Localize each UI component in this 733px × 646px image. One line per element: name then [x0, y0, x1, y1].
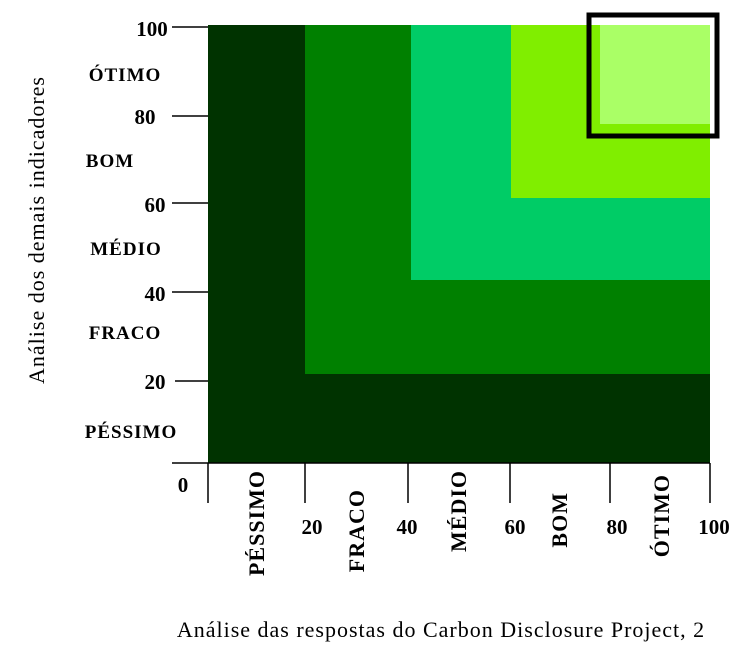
y-tick-label: 100 [136, 17, 168, 41]
x-axis-title: Análise das respostas do Carbon Disclosu… [177, 617, 705, 642]
y-tick-label: 40 [145, 282, 166, 306]
y-category-label: FRACO [89, 323, 162, 344]
x-category-label: FRACO [344, 489, 369, 572]
y-tick-label: 60 [145, 193, 166, 217]
y-category-label: PÉSSIMO [85, 421, 178, 443]
x-tick-label: 40 [397, 515, 418, 539]
y-category-label: BOM [86, 151, 134, 172]
zones [208, 25, 710, 463]
x-tick-label: 60 [505, 515, 526, 539]
x-tick-label: 20 [302, 515, 323, 539]
x-tick-label: 80 [607, 515, 628, 539]
axes [172, 26, 711, 503]
y-tick-label: 80 [135, 105, 156, 129]
optimum-highlight-box [586, 12, 720, 139]
y-category-label: ÓTIMO [89, 64, 162, 86]
x-category-label: BOM [547, 492, 572, 548]
origin-label: 0 [178, 473, 189, 497]
x-category-label: ÓTIMO [649, 474, 674, 557]
y-axis-title: Análise dos demais indicadores [24, 76, 49, 384]
zone-otimo [600, 25, 710, 124]
x-category-label: MÉDIO [446, 470, 471, 552]
y-category-label: MÉDIO [90, 238, 162, 260]
x-category-label: PÉSSIMO [244, 470, 269, 576]
y-tick-label: 20 [145, 370, 166, 394]
x-tick-label: 100 [698, 515, 730, 539]
